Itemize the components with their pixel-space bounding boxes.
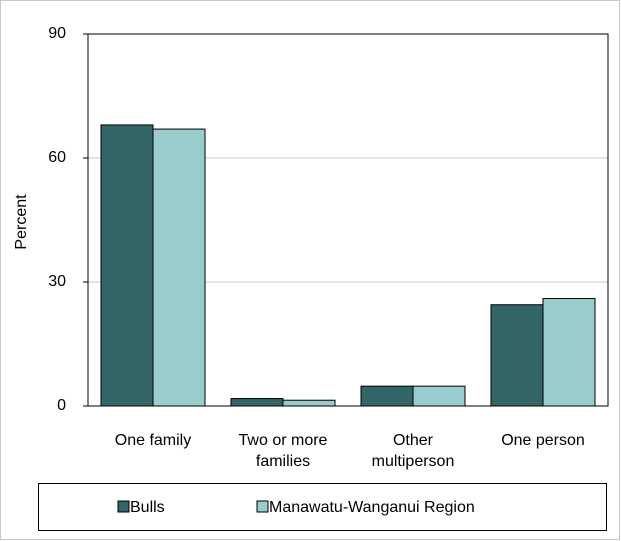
bar [490,304,544,407]
legend-swatch [256,500,269,513]
x-tick-label: Two or more families [238,432,328,470]
bar [360,385,414,407]
legend-label: Bulls [130,499,165,516]
bar [412,385,466,407]
y-tick-label: 30 [48,273,66,290]
x-tick-label: One family [114,432,192,449]
y-tick-label: 60 [48,149,66,166]
bar [152,128,206,407]
bar [542,298,596,407]
bar [282,399,336,407]
bar [230,398,284,407]
y-axis-label: Percent [13,194,30,250]
y-tick-label: 0 [57,397,66,414]
y-tick-label: 90 [48,25,66,42]
x-tick-label: Other multiperson [371,432,455,470]
bar [100,124,154,407]
legend-box [38,483,607,531]
x-tick-label: One person [501,432,585,449]
legend-label: Manawatu-Wanganui Region [269,499,475,516]
plot-frame [87,33,609,407]
legend-swatch [117,500,130,513]
